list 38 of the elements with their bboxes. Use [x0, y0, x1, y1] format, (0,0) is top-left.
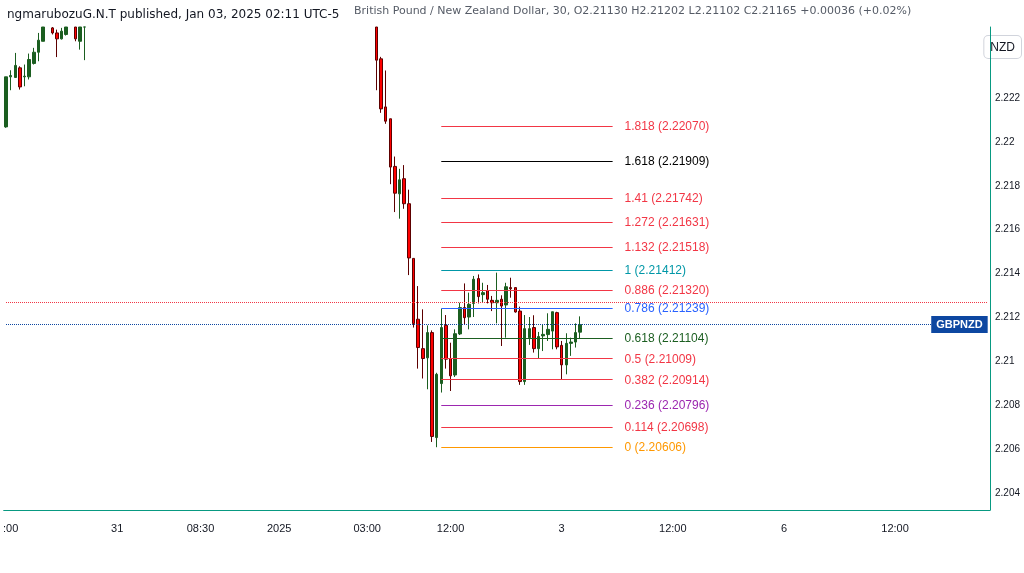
ref-line-label: 0.382 (2.20914)	[624, 372, 710, 387]
x-tick-label: 12:00	[659, 521, 687, 534]
x-tick-label: 3	[558, 521, 565, 534]
ref-line-label: 1.618 (2.21909)	[624, 154, 710, 169]
ref-line-label: 0 (2.20606)	[624, 440, 686, 455]
ref-line-label: 0.786 (2.21239)	[624, 301, 710, 316]
y-tick-label: 2.216	[995, 223, 1021, 235]
x-tick-label: 31	[111, 521, 124, 534]
ref-line-label: 0.5 (2.21009)	[624, 351, 696, 366]
text: NZD	[990, 40, 1016, 54]
ref-line-label: 1.132 (2.21518)	[624, 239, 710, 254]
x-tick-label: :00	[2, 521, 19, 534]
x-tick-label: 08:30	[186, 521, 215, 534]
y-tick-label: 2.21	[995, 355, 1015, 367]
ref-line-label: 0.618 (2.21104)	[624, 330, 709, 345]
y-tick-label: 2.22	[995, 135, 1015, 147]
x-tick-label: 03:00	[353, 521, 381, 534]
ref-line-label: 1.272 (2.21631)	[624, 215, 710, 230]
x-tick-label: 12:00	[881, 521, 909, 534]
ref-line-label: 0.236 (2.20796)	[624, 398, 710, 413]
y-tick-label: 2.208	[995, 399, 1021, 411]
ref-line-label: 0.114 (2.20698)	[624, 420, 709, 435]
ref-line-label: 1 (2.21412)	[624, 263, 686, 278]
ref-line-label: 0.886 (2.21320)	[624, 283, 710, 298]
y-tick-label: 2.206	[995, 443, 1021, 455]
x-tick-label: 2025	[266, 521, 292, 534]
y-tick-label: 2.204	[995, 486, 1021, 498]
y-tick-label: 2.214	[995, 267, 1021, 279]
chart-subtitle: British Pound / New Zealand Dollar, 30, O2.21130 H2.21202 L2.21102 C2.21165 +0.00036 (+0.02%)	[354, 4, 912, 17]
x-tick-label: 12:00	[436, 521, 465, 534]
y-tick-label: 2.212	[995, 311, 1021, 323]
ref-line-label: 1.818 (2.22070)	[624, 118, 710, 133]
x-tick-label: 6	[780, 521, 787, 534]
y-tick-label: 2.222	[995, 91, 1021, 103]
ref-line-label: GBPNZD	[936, 318, 983, 331]
chart-title: ngmarubozuG.N.T published, Jan 03, 2025 02:11 UTC-5	[7, 7, 340, 21]
ref-line-label: 1.41 (2.21742)	[624, 190, 703, 205]
y-tick-label: 2.218	[995, 179, 1021, 191]
